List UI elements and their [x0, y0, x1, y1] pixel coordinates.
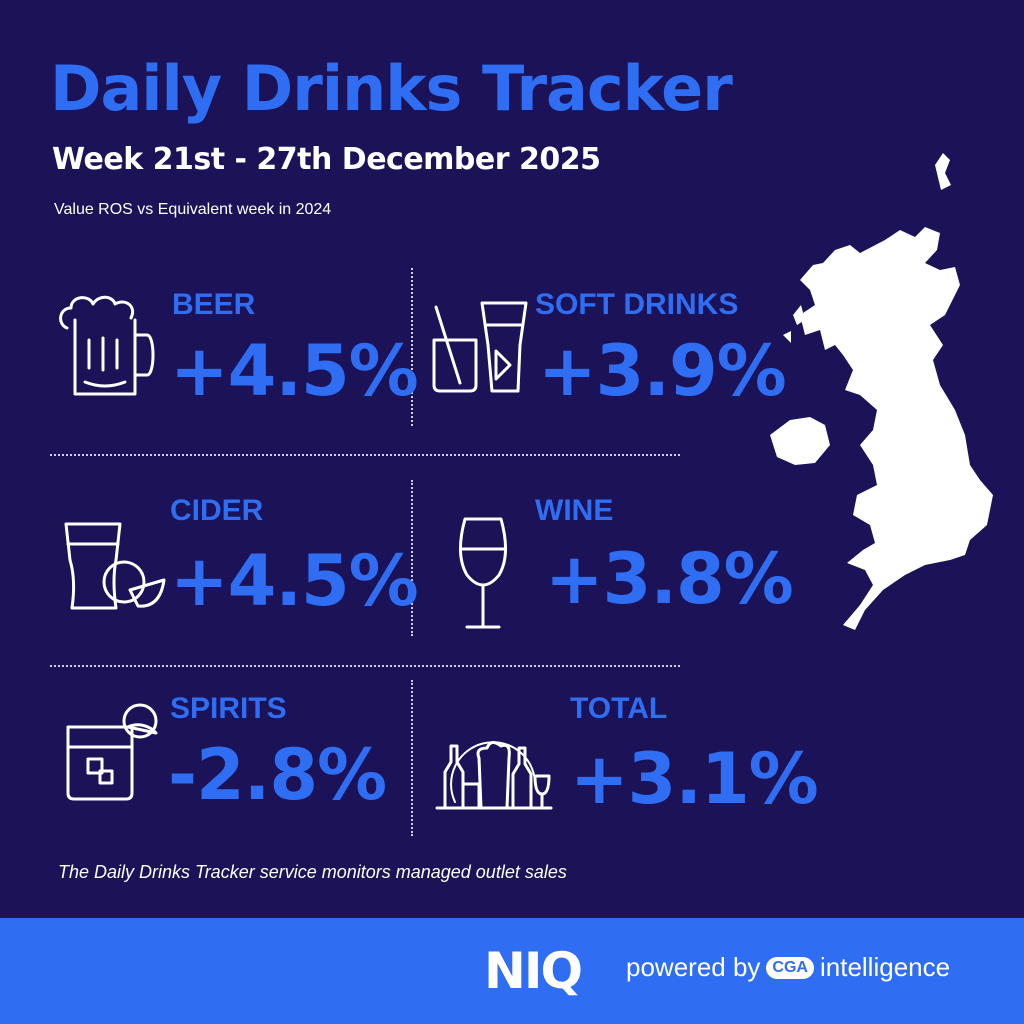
category-value-cider: +4.5% [170, 540, 419, 622]
powered-by-text: powered by [626, 952, 761, 982]
week-range: Week 21st - 27th December 2025 [52, 142, 601, 177]
beer-mug-icon [59, 295, 155, 396]
divider [411, 480, 413, 636]
partner-suffix: intelligence [819, 952, 951, 982]
category-value-wine: +3.8% [545, 538, 794, 620]
category-label-wine: WINE [535, 494, 614, 527]
divider [411, 268, 413, 426]
divider [411, 680, 413, 836]
spirits-tumbler-icon [66, 703, 158, 801]
category-label-soft-drinks: SOFT DRINKS [535, 288, 739, 321]
category-label-beer: BEER [172, 288, 256, 321]
category-label-cider: CIDER [170, 494, 264, 527]
powered-by: powered by CGA intelligence [626, 952, 950, 983]
cga-logo: CGA [766, 956, 814, 979]
category-value-beer: +4.5% [170, 330, 419, 412]
divider [50, 454, 680, 456]
category-value-spirits: -2.8% [168, 734, 387, 816]
soft-drinks-glasses-icon [432, 301, 528, 393]
wine-glass-icon [459, 517, 507, 629]
category-value-total: +3.1% [570, 738, 819, 820]
category-label-spirits: SPIRITS [170, 692, 287, 725]
category-label-total: TOTAL [570, 692, 668, 725]
divider [50, 665, 680, 667]
page-title: Daily Drinks Tracker [50, 52, 733, 125]
footer-band [0, 918, 1024, 1024]
bottles-and-glasses-icon [435, 741, 553, 810]
metric-description: Value ROS vs Equivalent week in 2024 [54, 201, 332, 218]
category-value-soft-drinks: +3.9% [538, 330, 787, 412]
uk-map-icon [770, 153, 993, 630]
footnote: The Daily Drinks Tracker service monitor… [58, 862, 567, 882]
cider-glass-apple-icon [64, 522, 166, 610]
niq-logo: NIQ [484, 942, 583, 1000]
